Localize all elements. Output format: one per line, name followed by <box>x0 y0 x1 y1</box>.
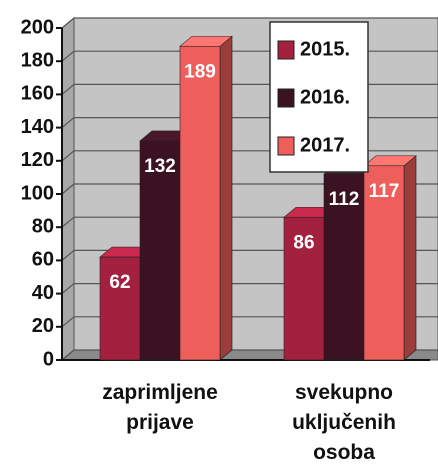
grid-line-side <box>61 216 75 228</box>
bar-side <box>219 35 233 361</box>
bar <box>363 165 405 361</box>
y-tick-label: 180 <box>21 49 54 71</box>
y-tick-label: 100 <box>21 182 54 204</box>
legend-swatch <box>277 40 295 60</box>
grid-line-side <box>61 17 75 29</box>
value-label: 132 <box>144 156 176 177</box>
grid-line-side <box>61 183 75 195</box>
grid-line-side <box>61 249 75 261</box>
bar <box>179 45 221 361</box>
bar <box>99 256 141 361</box>
legend-label: 2016. <box>300 86 350 108</box>
legend-swatch <box>277 136 295 156</box>
legend-label: 2015. <box>300 38 350 60</box>
bar <box>139 140 181 361</box>
x-tick-label: zaprimljene prijave <box>102 381 218 434</box>
bar <box>323 173 365 361</box>
y-tick-label: 140 <box>21 116 54 138</box>
legend-swatch <box>277 88 295 108</box>
y-tick-label: 60 <box>32 249 54 271</box>
y-tick-label: 40 <box>32 282 54 304</box>
bar-side <box>403 155 417 361</box>
value-label: 62 <box>109 272 130 293</box>
y-tick-label: 160 <box>21 83 54 105</box>
value-label: 189 <box>184 61 216 82</box>
value-label: 112 <box>329 189 360 210</box>
x-tick-label: svekupno uključenih osoba <box>292 381 396 464</box>
value-label: 86 <box>293 232 314 253</box>
y-tick-label: 200 <box>21 16 54 38</box>
y-tick-label: 80 <box>32 215 54 237</box>
y-tick-label: 20 <box>32 315 54 337</box>
bar <box>283 216 325 361</box>
y-tick-label: 0 <box>43 348 54 370</box>
grid-line-side <box>61 83 75 95</box>
grid-line-side <box>61 117 75 129</box>
grid-line-side <box>61 316 75 328</box>
grid-line-side <box>61 283 75 295</box>
grid-line-side <box>61 349 75 361</box>
legend-label: 2017. <box>300 134 350 156</box>
value-label: 117 <box>369 181 400 202</box>
grid-line-side <box>61 150 75 162</box>
y-tick-label: 120 <box>21 149 54 171</box>
grid-line-side <box>61 50 75 62</box>
